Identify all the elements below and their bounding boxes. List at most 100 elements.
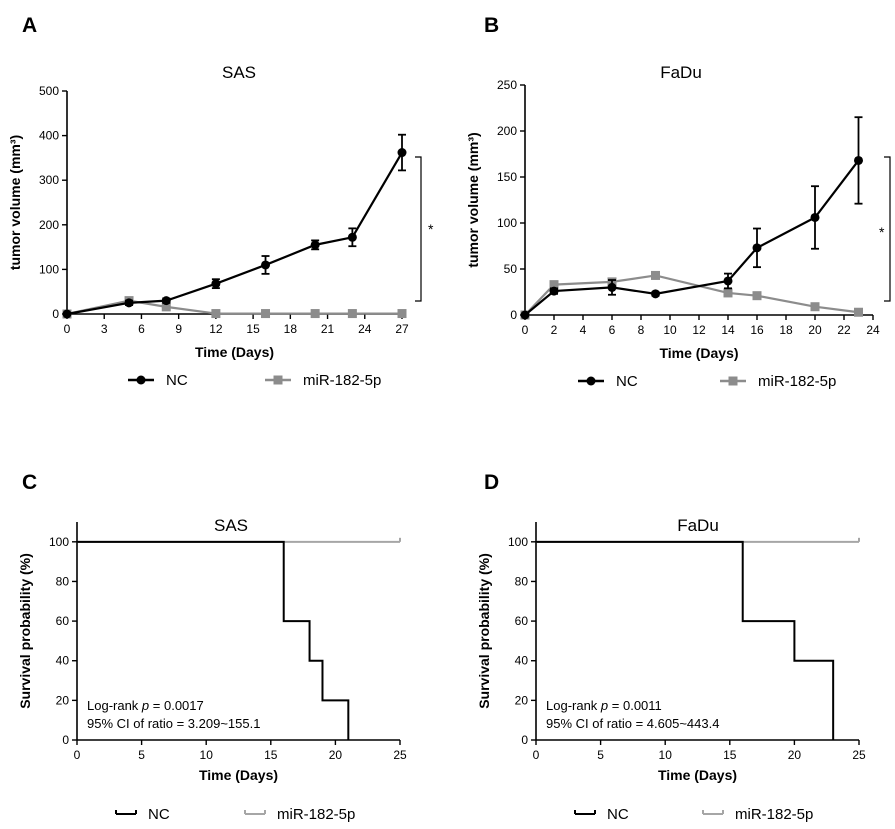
y-tick-label: 400 <box>39 129 59 143</box>
data-point-square <box>854 307 863 317</box>
data-point-circle <box>607 282 617 292</box>
data-point-circle <box>723 276 733 286</box>
x-tick-label: 21 <box>321 322 335 336</box>
legend-item: miR-182-5p <box>265 372 381 389</box>
x-tick-label: 0 <box>533 748 540 762</box>
data-point-square <box>347 309 357 319</box>
series-nc <box>62 133 407 319</box>
panel-letter: B <box>484 14 499 37</box>
x-tick-label: 6 <box>609 323 616 337</box>
legend-item: miR-182-5p <box>244 806 355 823</box>
x-tick-label: 15 <box>246 322 260 336</box>
legend-item: miR-182-5p <box>720 373 836 390</box>
chart-title: FaDu <box>660 63 702 82</box>
y-tick-label: 100 <box>49 535 69 549</box>
data-point-circle <box>124 298 134 308</box>
y-tick-label: 150 <box>497 170 517 184</box>
x-tick-label: 12 <box>209 322 223 336</box>
y-tick-label: 100 <box>497 216 517 230</box>
y-tick-label: 20 <box>515 693 529 707</box>
data-point-circle <box>261 260 271 270</box>
bracket-line <box>884 156 891 302</box>
data-point-circle <box>347 232 357 242</box>
x-tick-label: 25 <box>852 748 866 762</box>
x-tick-label: 0 <box>522 323 529 337</box>
x-tick-label: 9 <box>175 322 182 336</box>
data-point-circle <box>810 212 820 222</box>
series-mir-182-5p <box>520 270 863 320</box>
data-point-square <box>273 375 283 385</box>
y-tick-label: 200 <box>39 218 59 232</box>
panel-letter: A <box>22 14 37 37</box>
y-tick-label: 250 <box>497 78 517 92</box>
legend-item: NC <box>574 806 629 823</box>
legend-item: NC <box>128 372 188 389</box>
y-tick-label: 40 <box>515 654 529 668</box>
x-tick-label: 4 <box>580 323 587 337</box>
x-tick-label: 12 <box>692 323 706 337</box>
chart-title: SAS <box>222 63 256 82</box>
x-tick-label: 27 <box>395 322 409 336</box>
data-point-circle <box>854 155 863 165</box>
survival-curve-nc <box>77 540 350 740</box>
data-point-circle <box>651 289 660 299</box>
data-point-circle <box>62 309 72 319</box>
chart-title: SAS <box>214 516 248 535</box>
x-tick-label: 10 <box>663 323 677 337</box>
y-tick-label: 60 <box>515 614 529 628</box>
x-tick-label: 20 <box>808 323 822 337</box>
chart-title: FaDu <box>677 516 719 535</box>
panel-letter: D <box>484 471 499 494</box>
x-tick-label: 22 <box>837 323 851 337</box>
y-tick-label: 300 <box>39 173 59 187</box>
panel-a-tumor-volume-sas: A SAS 0 100 200 300 400 500 0 3 6 9 12 15 18 21 24 27 Time… <box>7 14 434 389</box>
y-tick-label: 80 <box>515 574 529 588</box>
logrank-annotation: Log-rank p = 0.0017 <box>87 698 204 713</box>
logrank-annotation: Log-rank p = 0.0011 <box>546 698 662 713</box>
y-tick-label: 40 <box>56 654 70 668</box>
legend-label: miR-182-5p <box>758 373 836 390</box>
y-tick-label: 100 <box>39 262 59 276</box>
significance-bracket: * <box>879 156 891 302</box>
y-tick-label: 500 <box>39 84 59 98</box>
x-tick-label: 6 <box>138 322 145 336</box>
data-point-circle <box>161 296 171 306</box>
data-point-square <box>752 291 762 301</box>
y-axis-label: Survival probability (%) <box>476 553 492 709</box>
x-tick-label: 5 <box>597 748 604 762</box>
x-axis-label: Time (Days) <box>658 767 737 783</box>
series-nc <box>520 116 863 320</box>
bracket-line <box>415 156 422 302</box>
significance-bracket: * <box>415 156 434 302</box>
x-tick-label: 16 <box>750 323 764 337</box>
x-tick-label: 25 <box>393 748 407 762</box>
legend-label: miR-182-5p <box>277 806 355 823</box>
data-point-square <box>161 302 171 312</box>
data-point-square <box>310 309 320 319</box>
y-axis-label: tumor volume (mm³) <box>465 132 481 267</box>
data-point-square <box>549 280 559 290</box>
y-tick-label: 0 <box>62 733 69 747</box>
ci-annotation: 95% CI of ratio = 3.209~155.1 <box>87 716 260 731</box>
x-tick-label: 24 <box>866 323 880 337</box>
data-point-square <box>397 309 407 319</box>
x-tick-label: 0 <box>74 748 81 762</box>
data-point-square <box>728 376 738 386</box>
panel-d-survival-fadu: D FaDu 0 20 40 60 80 100 0 5 10 15 20 25 Time (Days) Su… <box>476 471 866 823</box>
significance-star: * <box>428 221 434 237</box>
legend-item: NC <box>578 373 638 390</box>
data-point-square <box>723 288 733 298</box>
data-point-circle <box>310 240 320 250</box>
x-tick-label: 3 <box>101 322 108 336</box>
y-tick-label: 0 <box>52 307 59 321</box>
x-tick-label: 8 <box>638 323 645 337</box>
panel-letter: C <box>22 471 37 494</box>
data-point-circle <box>752 243 762 253</box>
data-point-square <box>810 302 820 312</box>
x-tick-label: 20 <box>788 748 802 762</box>
data-point-circle <box>211 279 221 289</box>
legend-label: miR-182-5p <box>735 806 813 823</box>
y-tick-label: 0 <box>510 308 517 322</box>
